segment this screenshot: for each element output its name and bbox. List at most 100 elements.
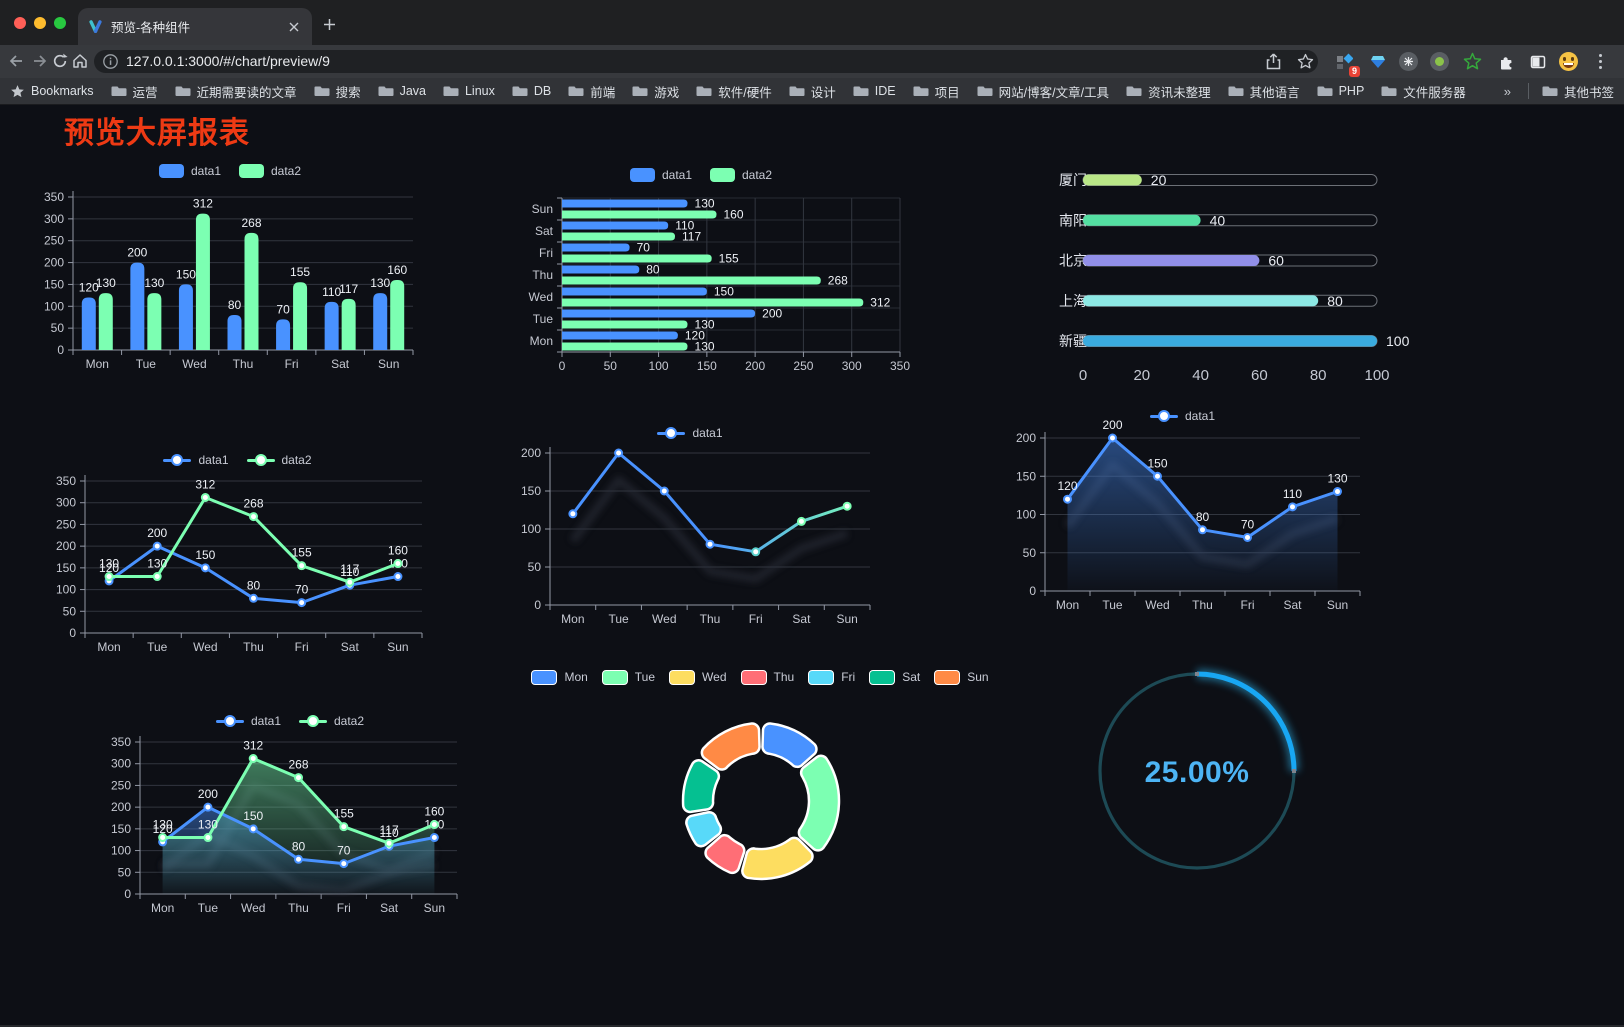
svg-text:312: 312 bbox=[193, 197, 213, 211]
sidepanel-icon[interactable] bbox=[1525, 49, 1550, 74]
legend-label: Mon bbox=[564, 670, 588, 684]
legend-item-data1[interactable]: data1 bbox=[215, 714, 281, 728]
browser-tab[interactable]: 预览-各种组件 bbox=[78, 8, 312, 45]
bookmark-label: 近期需要读的文章 bbox=[196, 85, 297, 100]
svg-text:312: 312 bbox=[195, 478, 215, 492]
tab-close-icon[interactable] bbox=[285, 18, 302, 35]
bookmark-item[interactable]: IDE bbox=[853, 82, 896, 101]
bookmark-item[interactable]: 文件服务器 bbox=[1381, 82, 1466, 101]
legend-item-Sat[interactable]: Sat bbox=[869, 669, 921, 685]
svg-text:155: 155 bbox=[719, 252, 739, 266]
bookmark-item[interactable]: 搜索 bbox=[314, 82, 361, 101]
svg-text:110: 110 bbox=[340, 565, 359, 579]
svg-text:Tue: Tue bbox=[136, 357, 157, 371]
site-info-icon[interactable] bbox=[102, 53, 119, 70]
legend-item-Fri[interactable]: Fri bbox=[808, 669, 855, 685]
legend-item-data1[interactable]: data1 bbox=[1149, 409, 1215, 423]
bookmark-label: 设计 bbox=[810, 85, 836, 100]
bookmarks-manager[interactable]: Bookmarks bbox=[10, 84, 94, 99]
bookmark-item[interactable]: 项目 bbox=[913, 82, 960, 101]
legend-item-data1[interactable]: data1 bbox=[163, 453, 229, 467]
address-bar[interactable]: 127.0.0.1:3000/#/chart/preview/9 bbox=[94, 50, 1318, 73]
bookmark-item[interactable]: DB bbox=[512, 82, 551, 101]
extension-vue-icon[interactable] bbox=[1365, 49, 1390, 74]
legend-item-data2[interactable]: data2 bbox=[710, 168, 772, 182]
svg-text:350: 350 bbox=[44, 190, 64, 204]
bookmark-item[interactable]: 资讯未整理 bbox=[1126, 82, 1211, 101]
svg-text:Fri: Fri bbox=[539, 246, 553, 260]
bookmark-item[interactable]: 运营 bbox=[111, 82, 158, 101]
svg-text:100: 100 bbox=[1364, 367, 1389, 384]
reload-button[interactable] bbox=[48, 49, 72, 73]
legend-item-Thu[interactable]: Thu bbox=[740, 669, 794, 685]
bookmark-item[interactable]: 近期需要读的文章 bbox=[175, 82, 297, 101]
folder-icon bbox=[443, 86, 459, 96]
legend-item-Tue[interactable]: Tue bbox=[601, 669, 656, 685]
extension-grid-icon[interactable]: 9 bbox=[1331, 49, 1360, 77]
legend-item-data2[interactable]: data2 bbox=[246, 453, 312, 467]
legend-label: Tue bbox=[634, 670, 656, 684]
svg-text:120: 120 bbox=[99, 561, 119, 575]
svg-text:100: 100 bbox=[44, 299, 64, 313]
folder-icon bbox=[568, 86, 584, 96]
legend-label: Sat bbox=[902, 670, 921, 684]
bookmark-item[interactable]: PHP bbox=[1317, 82, 1364, 101]
minimize-button[interactable] bbox=[34, 17, 46, 29]
maximize-button[interactable] bbox=[54, 17, 66, 29]
new-tab-button[interactable] bbox=[318, 13, 340, 35]
svg-text:0: 0 bbox=[534, 598, 541, 612]
bookmarks-separator bbox=[1527, 83, 1529, 99]
site-favicon bbox=[89, 20, 102, 33]
extension-command-icon[interactable] bbox=[1396, 49, 1421, 74]
url-text[interactable]: 127.0.0.1:3000/#/chart/preview/9 bbox=[126, 53, 330, 69]
svg-text:0: 0 bbox=[69, 626, 76, 640]
other-bookmarks-folder[interactable]: 其他书签 bbox=[1542, 82, 1614, 101]
legend-swatch bbox=[740, 669, 767, 685]
legend-item-data1[interactable]: data1 bbox=[657, 426, 723, 440]
bookmark-item[interactable]: Linux bbox=[443, 82, 495, 101]
legend-item-data2[interactable]: data2 bbox=[239, 164, 301, 178]
svg-text:0: 0 bbox=[57, 343, 64, 357]
close-button[interactable] bbox=[14, 17, 26, 29]
back-button[interactable] bbox=[4, 49, 28, 73]
svg-text:100: 100 bbox=[649, 359, 669, 373]
svg-text:200: 200 bbox=[1102, 418, 1122, 432]
svg-text:Fri: Fri bbox=[749, 612, 763, 626]
legend-item-data1[interactable]: data1 bbox=[158, 164, 221, 178]
bookmark-star-icon[interactable] bbox=[1296, 52, 1315, 71]
home-button[interactable] bbox=[68, 49, 92, 73]
legend-swatch bbox=[710, 168, 735, 182]
extension-emoji-icon[interactable] bbox=[1556, 49, 1581, 74]
svg-text:250: 250 bbox=[793, 359, 813, 373]
bookmark-label: 软件/硬件 bbox=[718, 85, 772, 100]
bookmark-item[interactable]: 其他语言 bbox=[1228, 82, 1300, 101]
extension-star-icon[interactable] bbox=[1460, 49, 1485, 74]
legend-item-Mon[interactable]: Mon bbox=[531, 669, 588, 685]
legend-item-Sun[interactable]: Sun bbox=[934, 669, 989, 685]
forward-button[interactable] bbox=[28, 49, 52, 73]
extensions-puzzle-icon[interactable] bbox=[1493, 49, 1518, 74]
svg-text:350: 350 bbox=[890, 359, 910, 373]
share-icon[interactable] bbox=[1264, 52, 1283, 71]
bookmark-label: 网站/博客/文章/工具 bbox=[998, 85, 1110, 100]
svg-text:117: 117 bbox=[339, 282, 358, 296]
legend-item-data2[interactable]: data2 bbox=[299, 714, 364, 728]
bookmark-item[interactable]: 设计 bbox=[789, 82, 836, 101]
bookmark-item[interactable]: 前端 bbox=[568, 82, 615, 101]
svg-text:上海: 上海 bbox=[1059, 293, 1087, 309]
svg-text:Thu: Thu bbox=[243, 640, 264, 654]
legend-item-Wed[interactable]: Wed bbox=[669, 669, 727, 685]
bookmark-item[interactable]: 软件/硬件 bbox=[696, 82, 772, 101]
legend-item-data1[interactable]: data1 bbox=[629, 168, 692, 182]
bookmark-item[interactable]: 网站/博客/文章/工具 bbox=[977, 82, 1109, 101]
browser-menu-icon[interactable] bbox=[1588, 49, 1613, 74]
extension-record-icon[interactable] bbox=[1427, 49, 1452, 74]
bookmark-item[interactable]: Java bbox=[378, 82, 426, 101]
svg-text:155: 155 bbox=[290, 265, 310, 279]
svg-text:北京: 北京 bbox=[1059, 253, 1087, 269]
bookmarks-overflow-chevron[interactable]: » bbox=[1503, 83, 1511, 99]
svg-text:100: 100 bbox=[521, 522, 541, 536]
browser-toolbar: 127.0.0.1:3000/#/chart/preview/9 9 bbox=[0, 45, 1624, 78]
bookmark-item[interactable]: 游戏 bbox=[632, 82, 679, 101]
